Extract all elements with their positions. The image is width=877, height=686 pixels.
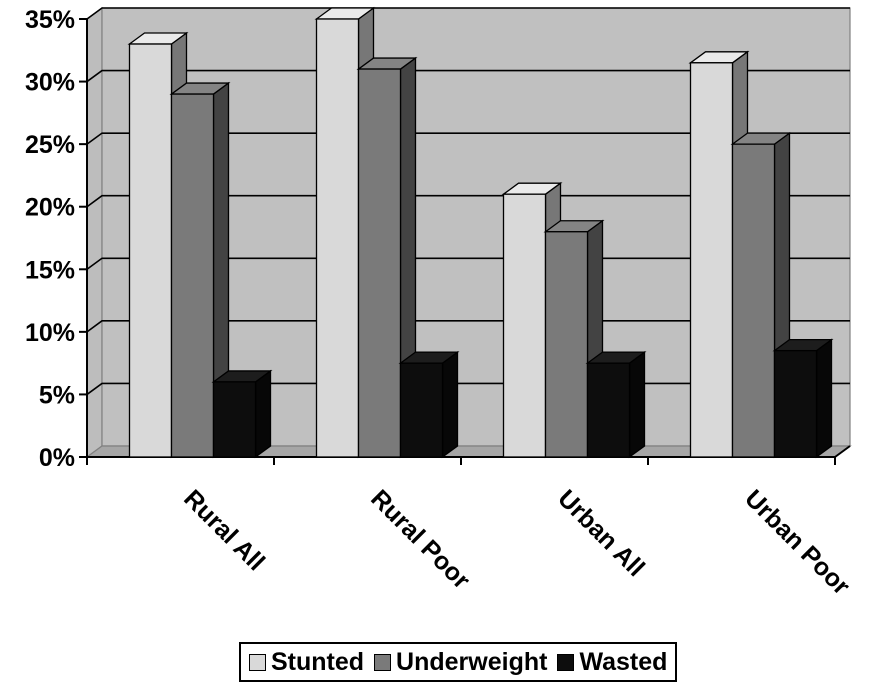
bar-front <box>544 231 589 458</box>
gridline-30 <box>86 69 850 83</box>
bar-front <box>315 18 360 458</box>
y-tick-label-5: 5% <box>39 381 75 409</box>
gridline-25 <box>86 132 850 145</box>
legend-label-stunted: Stunted <box>271 647 365 676</box>
legend-swatch-wasted <box>557 653 575 671</box>
bars <box>127 6 834 459</box>
bar-side <box>254 369 272 459</box>
bar-front <box>357 68 402 458</box>
legend-label-wasted: Wasted <box>579 647 668 676</box>
legend: Stunted Underweight Wasted <box>239 642 678 682</box>
bar-underweight-rural-all <box>169 81 231 459</box>
bar-wasted-urban-poor <box>772 338 834 459</box>
bar-front <box>689 62 734 458</box>
x-category-label-rural-all: Rural All <box>178 484 270 576</box>
y-tick-label-10: 10% <box>25 319 75 347</box>
y-tick-label-0: 0% <box>39 444 75 472</box>
bar-front <box>128 43 173 458</box>
legend-item-underweight: Underweight <box>374 648 547 677</box>
legend-label-underweight: Underweight <box>396 647 548 676</box>
bar-wasted-rural-all <box>211 369 273 459</box>
x-category-label-urban-all: Urban All <box>552 484 650 582</box>
y-tick-label-20: 20% <box>25 194 75 222</box>
chart: 0% 5% 10% 15% 20% 25% 30% 35% Rural All Rural Po… <box>25 6 856 601</box>
gridline-35 <box>86 7 850 20</box>
bar-front <box>586 362 631 458</box>
bar-side <box>441 350 459 459</box>
legend-swatch-underweight <box>374 653 392 671</box>
bar-side <box>628 350 646 459</box>
bar-front <box>773 349 818 458</box>
legend-swatch-stunted <box>249 653 266 671</box>
x-category-labels: Rural All Rural Poor Urban All Urban Poor <box>178 484 855 600</box>
x-category-label-urban-poor: Urban Poor <box>739 484 855 600</box>
y-tick-label-15: 15% <box>25 256 75 284</box>
legend-item-wasted: Wasted <box>557 648 667 677</box>
y-tick-labels: 0% 5% 10% 15% 20% 25% 30% 35% <box>25 6 75 472</box>
y-tick-label-35: 35% <box>25 6 75 34</box>
bar-underweight-rural-poor <box>356 56 418 459</box>
y-tick-label-30: 30% <box>25 69 75 97</box>
legend-item-stunted: Stunted <box>249 648 364 677</box>
bar-wasted-rural-poor <box>398 350 460 459</box>
bar-front <box>212 381 257 458</box>
bar-wasted-urban-all <box>585 350 647 459</box>
gridline-20 <box>86 194 850 208</box>
bar-front <box>170 93 215 458</box>
bar-front <box>399 362 444 458</box>
y-tick-label-25: 25% <box>25 131 75 159</box>
x-category-label-rural-poor: Rural Poor <box>365 484 475 594</box>
bar-front <box>731 143 776 458</box>
bar-front <box>502 193 547 458</box>
bar-side <box>815 338 833 459</box>
x-axis-depth-line <box>834 445 851 458</box>
